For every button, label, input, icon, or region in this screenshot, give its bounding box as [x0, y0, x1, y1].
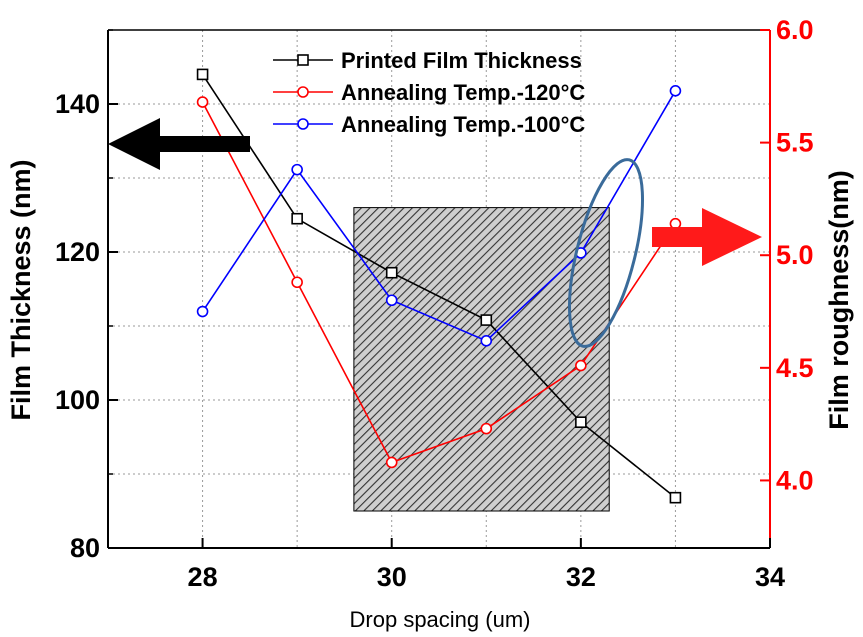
series-point-0 — [291, 212, 303, 225]
series-point-1 — [575, 359, 587, 372]
x-tick-label: 34 — [755, 562, 785, 592]
legend-marker-2 — [297, 118, 309, 130]
y-left-tick-label: 100 — [55, 385, 100, 415]
x-tick-label: 32 — [566, 562, 596, 592]
y-right-tick-label: 4.0 — [776, 465, 814, 495]
y-right-tick-label: 5.5 — [776, 128, 814, 158]
highlight-ellipse — [568, 158, 644, 348]
y-right-tick-label: 6.0 — [776, 15, 814, 45]
y-right-title: Film roughness(nm) — [824, 170, 854, 430]
y-right-tick-label: 5.0 — [776, 240, 814, 270]
legend-label-1: Annealing Temp.-120°C — [341, 80, 585, 105]
y-left-tick-label: 140 — [55, 89, 100, 119]
series-point-0 — [575, 416, 587, 429]
x-tick-label: 28 — [188, 562, 218, 592]
legend-label-2: Annealing Temp.-100°C — [341, 112, 585, 137]
series-point-0 — [669, 491, 682, 504]
series-layer — [196, 68, 682, 504]
legend-marker-1 — [297, 86, 309, 98]
series-point-1 — [385, 456, 398, 469]
y-left-tick-label: 120 — [55, 237, 100, 267]
legend: Printed Film Thickness Annealing Temp.-12… — [273, 48, 585, 137]
series-point-1 — [480, 422, 493, 435]
legend-label-0: Printed Film Thickness — [341, 48, 582, 73]
series-point-0 — [196, 68, 209, 81]
x-title: Drop spacing (um) — [350, 607, 531, 632]
series-point-0 — [385, 266, 398, 279]
y-left-tick-label: 80 — [70, 533, 100, 563]
y-left-title: Film Thickness (nm) — [6, 159, 36, 420]
series-point-2 — [480, 334, 493, 347]
series-point-2 — [291, 163, 303, 176]
legend-marker-0 — [297, 54, 309, 66]
series-point-2 — [196, 305, 209, 318]
series-point-1 — [291, 276, 303, 289]
series-line-2 — [201, 90, 677, 342]
series-point-1 — [196, 96, 209, 108]
series-point-2 — [385, 294, 398, 307]
series-point-0 — [480, 314, 493, 326]
left-arrow — [108, 118, 250, 170]
x-tick-label: 30 — [377, 562, 407, 592]
y-right-tick-label: 4.5 — [776, 353, 814, 383]
right-arrow — [652, 208, 762, 266]
ticks: 80 100 120 140 4.0 4.5 5.0 5.5 6.0 28 30 32 34 — [55, 15, 814, 592]
series-point-2 — [669, 85, 682, 97]
